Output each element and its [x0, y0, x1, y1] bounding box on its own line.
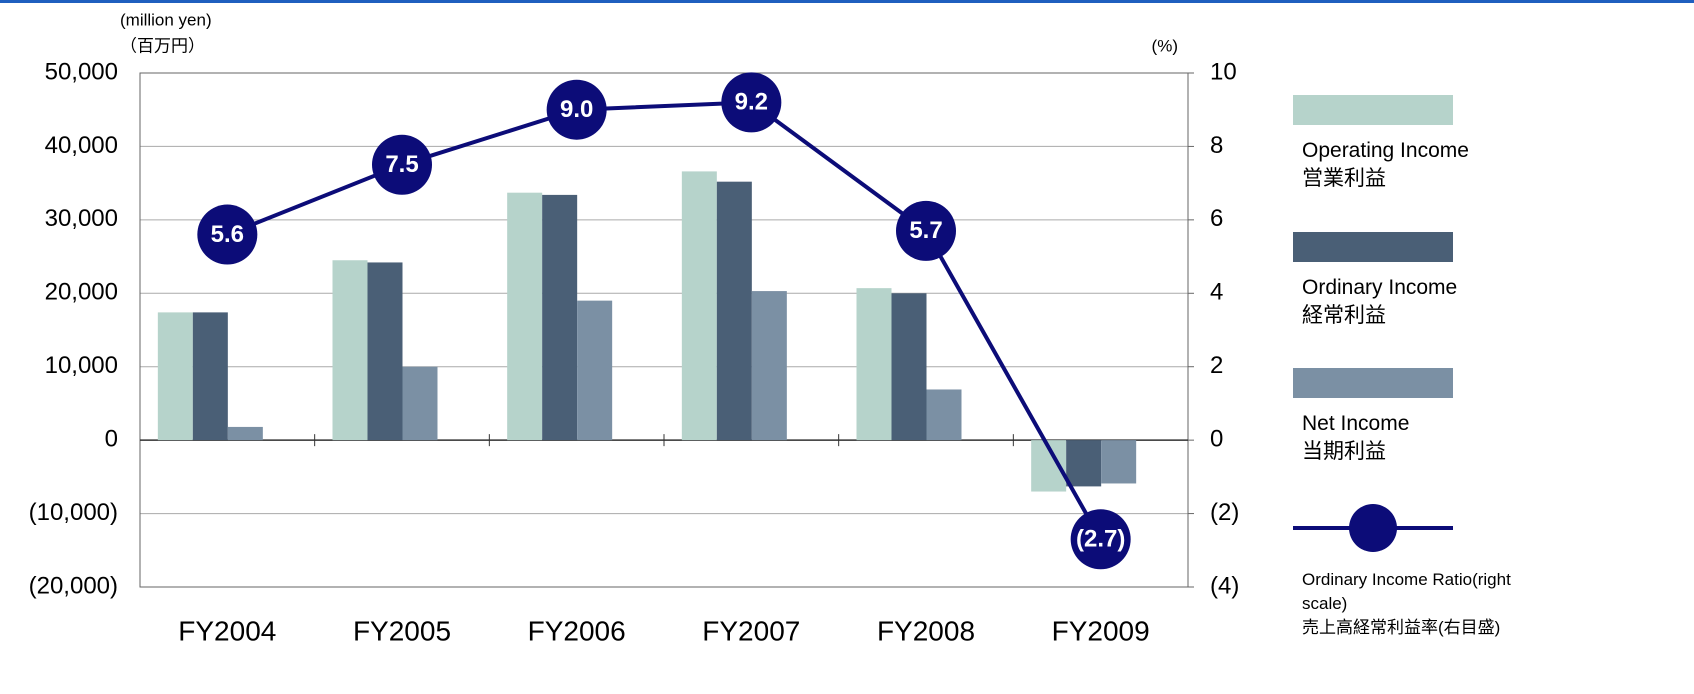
y2-tick-label: (2) — [1210, 499, 1239, 526]
bar — [577, 300, 613, 441]
y2-tick-label: 10 — [1210, 58, 1237, 85]
bar — [192, 312, 228, 441]
data-label: 7.5 — [385, 151, 418, 178]
y-tick-label: 0 — [105, 425, 118, 452]
bar — [402, 366, 438, 441]
y-tick-label: 40,000 — [45, 132, 118, 159]
y-tick-label: 50,000 — [45, 58, 118, 85]
y-tick-label: (10,000) — [29, 499, 118, 526]
bar — [507, 192, 543, 441]
legend-marker — [1349, 504, 1397, 552]
bar — [367, 262, 403, 441]
y2-tick-label: 4 — [1210, 279, 1223, 306]
y2-tick-label: 6 — [1210, 205, 1223, 232]
legend-label: Net Income 当期利益 — [1302, 412, 1410, 463]
y-axis-label: (million yen) — [120, 10, 212, 29]
plot-frame — [139, 72, 1189, 588]
bar — [157, 312, 193, 441]
marker — [721, 72, 782, 133]
y2-axis-label: (%) — [1152, 36, 1178, 55]
bar — [716, 181, 752, 441]
x-tick-label: FY2004 — [178, 615, 276, 646]
legend-label: Ordinary Income 経常利益 — [1302, 276, 1458, 327]
bar — [332, 260, 368, 441]
bar — [1101, 440, 1137, 484]
data-label: 5.6 — [211, 221, 244, 248]
x-tick-label: FY2009 — [1052, 615, 1150, 646]
x-tick-label: FY2005 — [353, 615, 451, 646]
bar — [926, 389, 962, 441]
legend-swatch — [1293, 368, 1453, 398]
y2-tick-label: (4) — [1210, 572, 1239, 599]
y-tick-label: 30,000 — [45, 205, 118, 232]
marker — [372, 134, 432, 195]
y2-tick-label: 0 — [1210, 425, 1223, 452]
y-tick-label: 10,000 — [45, 352, 118, 379]
bar — [751, 291, 787, 441]
legend-swatch — [1293, 95, 1453, 125]
marker — [896, 200, 956, 261]
y-tick-label: 20,000 — [45, 279, 118, 306]
y-axis-label-jp: （百万円） — [120, 36, 205, 55]
data-label: 9.2 — [735, 89, 768, 116]
legend-label: Ordinary Income Ratio(right scale) 売上高経常… — [1302, 570, 1511, 637]
data-label: 5.7 — [909, 217, 942, 244]
bar — [856, 288, 892, 441]
y2-tick-label: 2 — [1210, 352, 1223, 379]
legend-swatch — [1293, 232, 1453, 262]
x-tick-label: FY2006 — [528, 615, 626, 646]
marker — [197, 204, 258, 265]
x-tick-label: FY2007 — [702, 615, 800, 646]
marker — [1070, 509, 1131, 570]
bar — [891, 293, 927, 441]
y-tick-label: (20,000) — [29, 572, 118, 599]
x-tick-label: FY2008 — [877, 615, 975, 646]
legend-label: Operating Income 営業利益 — [1302, 139, 1469, 190]
chart: (million yen) （百万円） (%) (20,000) (10,000)… — [29, 10, 1453, 646]
data-label: (2.7) — [1076, 526, 1125, 553]
data-label: 9.0 — [560, 96, 593, 123]
y2-tick-label: 8 — [1210, 132, 1223, 159]
line — [226, 100, 1103, 541]
bar — [1066, 440, 1102, 487]
bar — [227, 426, 263, 441]
bar — [681, 171, 717, 441]
bar — [542, 194, 578, 441]
marker — [546, 79, 607, 140]
